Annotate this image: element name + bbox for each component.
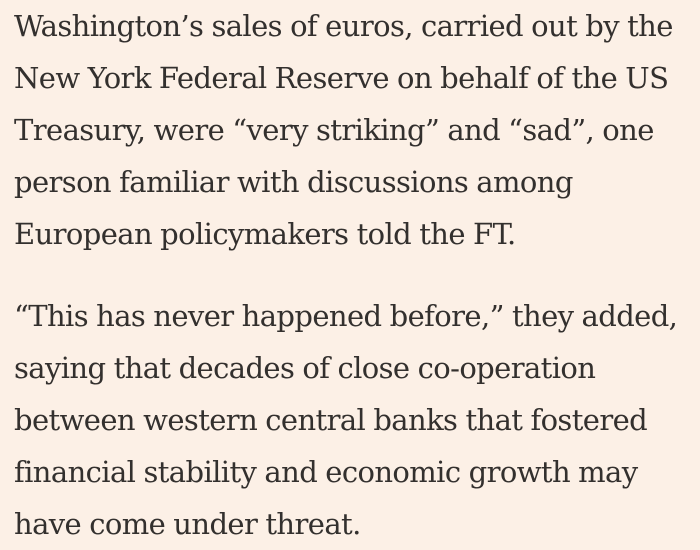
text-line: person familiar with discussions among — [14, 165, 573, 199]
text-line: have come under threat. — [14, 507, 361, 541]
text-line: New York Federal Reserve on behalf of th… — [14, 61, 669, 95]
text-line: Treasury, were “very striking” and “sad”… — [14, 113, 654, 147]
text-line: “This has never happened before,” they a… — [14, 299, 678, 333]
paragraph-2: “This has never happened before,” they a… — [14, 290, 700, 550]
paragraph-1: Washington’s sales of euros, carried out… — [14, 0, 700, 260]
text-line: Washington’s sales of euros, carried out… — [14, 9, 673, 43]
text-line: between western central banks that foste… — [14, 403, 648, 437]
text-line: European policymakers told the FT. — [14, 217, 516, 251]
text-line: financial stability and economic growth … — [14, 455, 638, 489]
article-body: Washington’s sales of euros, carried out… — [14, 0, 700, 550]
text-line: saying that decades of close co-operatio… — [14, 351, 596, 385]
